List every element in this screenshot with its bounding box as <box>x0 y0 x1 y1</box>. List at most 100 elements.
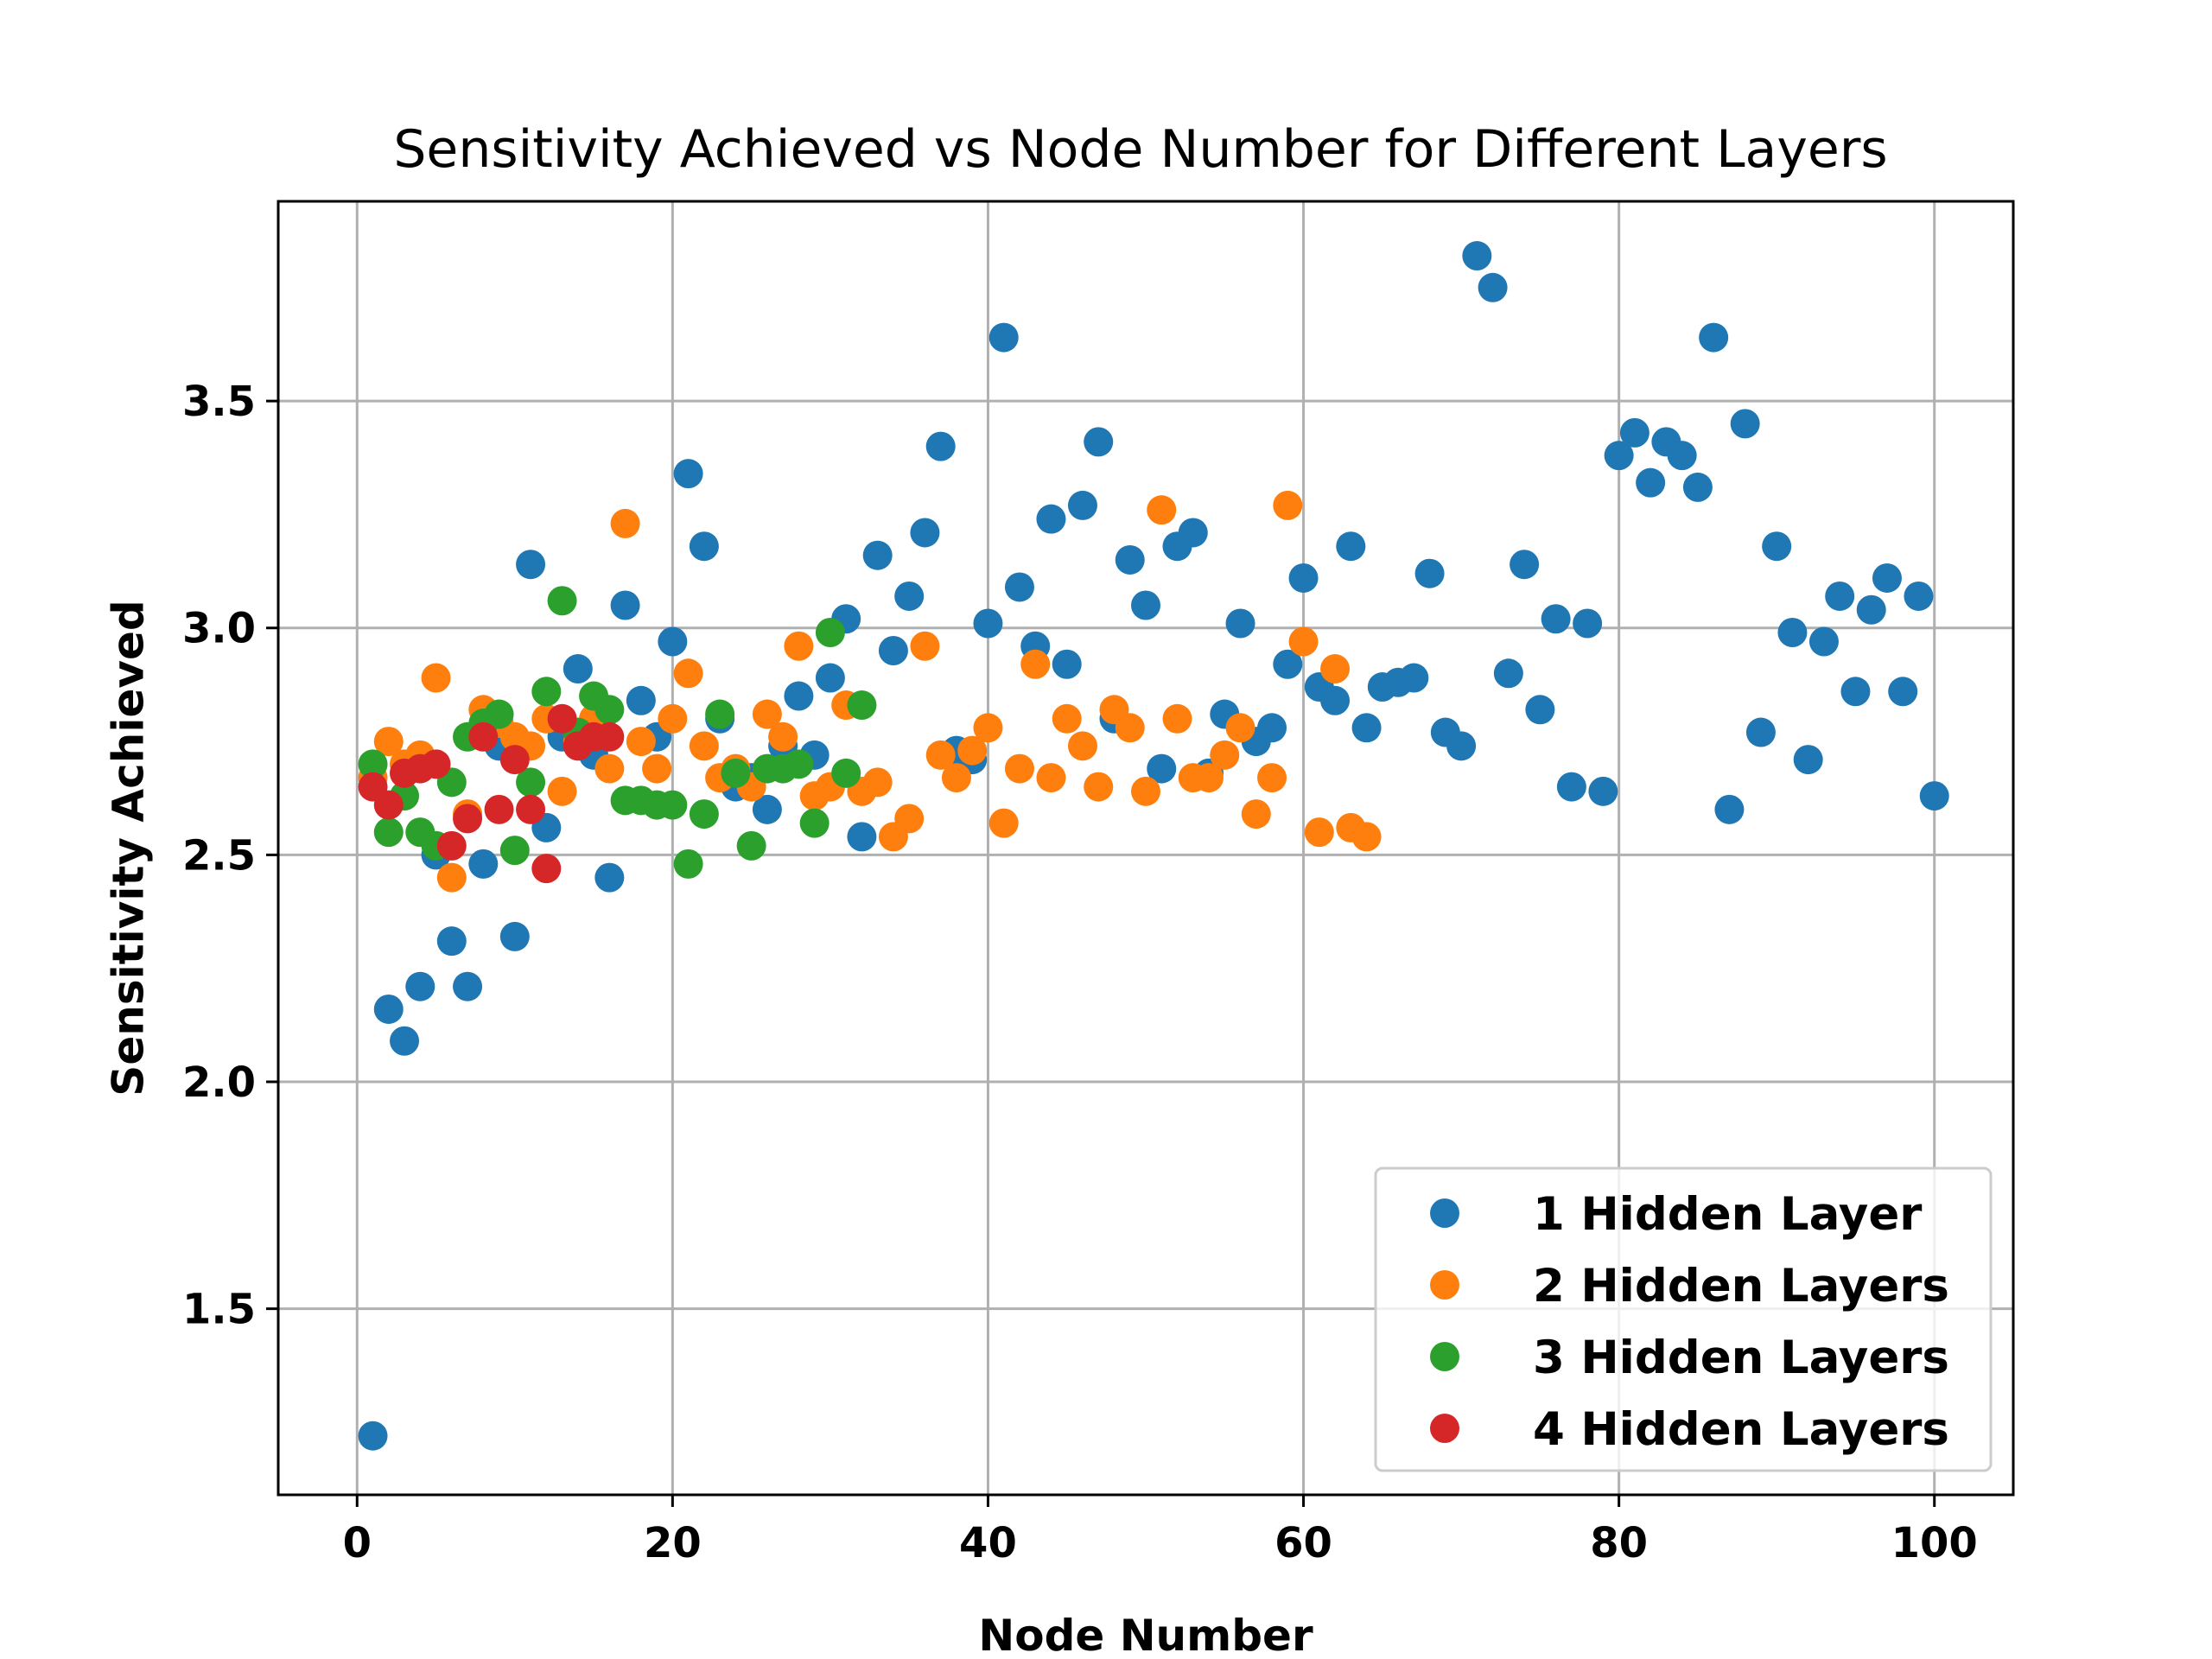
data-point <box>768 721 798 752</box>
data-point <box>358 1421 388 1451</box>
data-point <box>405 971 435 1001</box>
data-point <box>547 776 577 806</box>
data-point <box>1888 677 1918 707</box>
data-point <box>973 608 1003 639</box>
x-axis-label: Node Number <box>978 1611 1313 1659</box>
data-point <box>373 790 404 820</box>
data-point <box>878 636 908 666</box>
data-point <box>1604 441 1634 471</box>
data-point <box>468 849 499 879</box>
data-point <box>1793 745 1823 775</box>
data-point <box>752 794 782 824</box>
data-point <box>1067 731 1097 761</box>
legend-label: 1 Hidden Layer <box>1533 1188 1922 1241</box>
data-point <box>594 695 625 725</box>
data-point <box>973 713 1003 743</box>
data-point <box>815 618 845 647</box>
data-point <box>784 631 814 661</box>
series-1 <box>358 241 1949 1451</box>
data-point <box>1619 417 1649 448</box>
series-3 <box>358 586 877 879</box>
x-tick-label: 0 <box>343 1519 372 1567</box>
data-point <box>1020 649 1051 679</box>
data-point <box>499 745 530 775</box>
data-point <box>1131 590 1160 620</box>
data-point <box>1872 563 1902 593</box>
data-point <box>531 677 562 707</box>
data-point <box>910 631 940 661</box>
data-point <box>862 767 893 798</box>
y-axis-label: Sensitivity Achieved <box>104 600 154 1096</box>
data-point <box>1856 594 1886 625</box>
data-point <box>1147 495 1177 525</box>
data-point <box>1825 581 1855 611</box>
data-point <box>563 654 593 684</box>
data-point <box>1351 713 1382 743</box>
data-point <box>516 550 546 580</box>
legend-label: 3 Hidden Layers <box>1533 1332 1949 1384</box>
data-point <box>358 749 388 779</box>
data-point <box>484 699 514 729</box>
data-point <box>1840 677 1871 707</box>
data-point <box>1478 272 1508 302</box>
data-point <box>784 749 814 779</box>
x-tick-label: 60 <box>1274 1519 1332 1567</box>
data-point <box>1730 409 1760 439</box>
data-point <box>847 690 877 721</box>
data-point <box>610 508 640 538</box>
data-point <box>1588 776 1618 806</box>
legend-label: 2 Hidden Layers <box>1533 1260 1949 1313</box>
data-point <box>941 763 971 793</box>
data-point <box>436 830 467 861</box>
data-point <box>373 817 404 848</box>
chart-title: Sensitivity Achieved vs Node Number for … <box>393 119 1887 180</box>
data-point <box>1336 531 1366 562</box>
data-point <box>957 735 988 766</box>
data-point <box>1777 618 1808 647</box>
data-point <box>689 531 719 562</box>
data-point <box>736 830 766 861</box>
data-point <box>1682 472 1713 502</box>
data-point <box>453 971 483 1001</box>
data-point <box>373 994 404 1024</box>
data-point <box>547 703 577 734</box>
data-point <box>390 1026 420 1056</box>
data-point <box>1147 753 1177 784</box>
data-point <box>1257 763 1287 793</box>
data-point <box>910 518 940 548</box>
data-point <box>1320 685 1351 715</box>
x-axis-ticks: 0 20 40 60 80 100 <box>343 1495 1978 1567</box>
data-point <box>436 926 467 957</box>
data-point <box>705 699 735 729</box>
data-point <box>1084 427 1114 457</box>
y-tick-label: 2.0 <box>182 1058 256 1107</box>
legend-box <box>1374 1166 1993 1472</box>
data-point <box>594 862 625 893</box>
data-point <box>1288 626 1319 657</box>
data-point <box>421 749 451 779</box>
x-tick-label: 100 <box>1891 1519 1978 1567</box>
data-point <box>1541 604 1571 634</box>
data-point <box>421 663 451 693</box>
data-point <box>784 681 814 711</box>
data-point <box>1351 822 1382 852</box>
data-point <box>1273 649 1303 679</box>
data-point <box>516 794 546 824</box>
data-point <box>1004 753 1034 784</box>
data-point <box>925 740 956 770</box>
data-point <box>610 590 640 620</box>
data-point <box>1304 817 1334 848</box>
data-point <box>1052 649 1082 679</box>
data-point <box>1462 241 1492 271</box>
data-point <box>1699 322 1729 353</box>
data-point <box>1052 703 1082 734</box>
plot-frame <box>276 200 2015 1497</box>
data-point <box>1808 626 1839 657</box>
data-point <box>847 822 877 852</box>
data-point <box>799 808 830 838</box>
data-point <box>1525 695 1555 725</box>
data-point <box>689 799 719 830</box>
data-point <box>1510 550 1540 580</box>
data-point <box>673 459 703 489</box>
data-point <box>1241 799 1271 830</box>
